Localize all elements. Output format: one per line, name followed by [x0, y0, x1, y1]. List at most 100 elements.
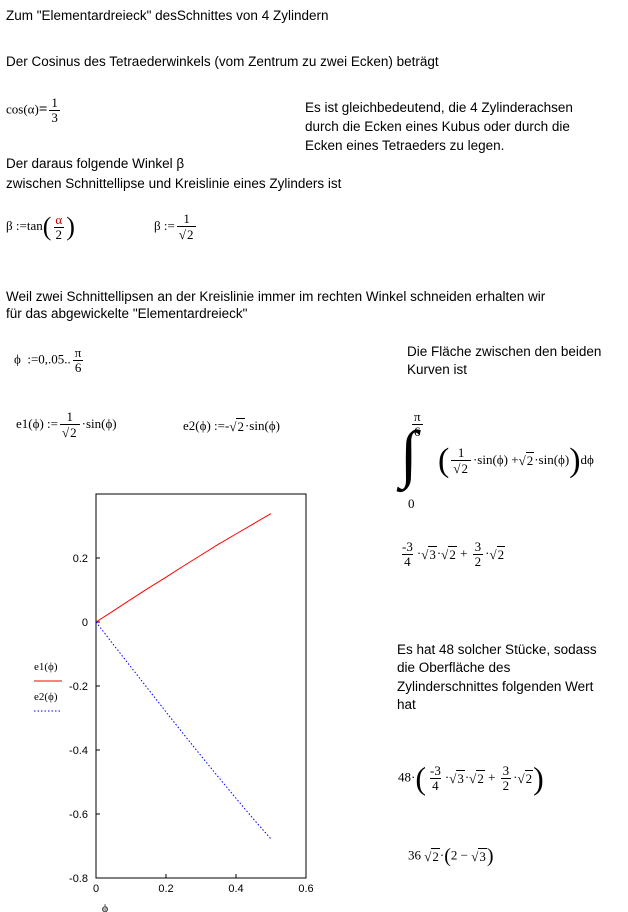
r2-num2: 3: [502, 763, 510, 778]
r2-factor: 48·: [398, 769, 416, 785]
cos-equation[interactable]: cos(α)= 1 3: [6, 96, 62, 125]
x-tick-label: 0.6: [298, 883, 313, 895]
r3-rad1: 2: [431, 847, 440, 864]
assign-op-2: :=: [163, 217, 175, 233]
area-text-line-2: Kurven ist: [407, 362, 468, 377]
beta-definition-tan[interactable]: β :=tan(α 2): [6, 211, 75, 242]
x-tick-label: 0.4: [228, 883, 243, 895]
ellipse-text-line-2: für das abgewickelte "Elementardreieck": [6, 306, 248, 321]
r1-rad3: 2: [496, 545, 506, 562]
e2-definition[interactable]: e2(ϕ) :=-√2·sin(ϕ): [183, 418, 280, 435]
integral-lower: 0: [408, 496, 415, 511]
series-line-1: [95, 513, 272, 623]
phi-upper-den: 6: [72, 360, 84, 375]
r1-neg-num: -3: [402, 539, 413, 554]
r1-plus: +: [460, 545, 468, 561]
pieces-text-line-1: Es hat 48 solcher Stücke, sodass: [397, 642, 597, 657]
r1-num2: 3: [474, 539, 482, 554]
r1-den1: 4: [402, 554, 413, 569]
r1-rad1: 3: [428, 545, 437, 562]
phi-lhs: ϕ: [14, 351, 21, 367]
page-title: Zum "Elementardreieck" desSchnittes von …: [6, 8, 329, 23]
series-line-2: [95, 621, 272, 840]
phi-range-definition[interactable]: ϕ :=0,.05.. π 6: [14, 346, 85, 375]
r3-minus: −: [460, 847, 468, 863]
phi-upper-num: π: [74, 345, 82, 360]
y-tick-label: 0: [82, 617, 88, 629]
cos-num: 1: [51, 95, 58, 110]
e1-lhs: e1(ϕ): [16, 415, 44, 431]
integral-den-rad: 2: [460, 460, 469, 477]
r3-rad2: 3: [478, 847, 487, 864]
side-note-line-3: Ecken eines Tetraeders zu legen.: [305, 138, 505, 153]
beta-den-rad: 2: [185, 226, 195, 243]
e2-neg: -: [224, 418, 230, 433]
surface-expression[interactable]: 48·(-3 4 ·√3·√2 + 3 2 ·√2): [398, 760, 544, 796]
beta-lhs-2: β: [154, 217, 161, 233]
r3-a: 36: [408, 847, 421, 863]
angle-intro-line-2: zwischen Schnittellipse und Kreislinie e…: [6, 176, 342, 191]
ellipse-text-line-1: Weil zwei Schnittellipsen an der Kreisli…: [6, 289, 546, 304]
integral-rad: 2: [525, 452, 535, 468]
r2-rad2: 2: [476, 769, 485, 786]
integral-num: 1: [457, 445, 465, 460]
tan-fn: tan: [26, 217, 43, 233]
legend-label-1: e1(ϕ): [34, 661, 58, 673]
y-tick-label: -0.8: [69, 873, 88, 885]
x-tick-label: 0.2: [158, 883, 173, 895]
cos-eq-sign: =: [38, 101, 48, 118]
r2-den2: 2: [500, 778, 512, 793]
pieces-text-line-2: die Oberfläche des: [397, 660, 511, 675]
cos-lhs: cos(α): [6, 101, 39, 117]
e1-definition[interactable]: e1(ϕ) := 1 √2 ·sin(ϕ): [16, 409, 117, 441]
angle-intro-line-1: Der daraus folgende Winkel β: [6, 156, 185, 171]
r1-rad2: 2: [448, 545, 457, 562]
e1-tail: ·sin(ϕ): [81, 415, 117, 431]
r2-rad1: 3: [456, 769, 465, 786]
x-axis-label: ϕ: [102, 901, 108, 912]
assign-op-3: :=: [27, 351, 39, 367]
y-tick-label: 0.2: [73, 553, 88, 565]
e1-den-rad: 2: [69, 424, 78, 441]
integral-upper-den: 6: [412, 424, 423, 439]
e2-tail: ·sin(ϕ): [244, 418, 280, 433]
e2-rad: 2: [236, 418, 245, 435]
alpha-den: 2: [53, 226, 65, 242]
legend-label-2: e2(ϕ): [34, 691, 58, 703]
side-note-line-1: Es ist gleichbedeutend, die 4 Zylinderac…: [305, 100, 573, 115]
r2-rad3: 2: [524, 769, 534, 786]
surface-value[interactable]: 36 √2·(2 − √3): [408, 845, 494, 867]
r2-plus: +: [488, 769, 496, 785]
pieces-text-line-3: Zylinderschnittes folgenden Wert: [397, 679, 594, 694]
e1-num: 1: [66, 409, 74, 424]
assign-op-4: :=: [47, 415, 58, 431]
y-tick-label: -0.4: [69, 745, 88, 757]
beta-num: 1: [183, 211, 190, 226]
r2-neg-num: -3: [430, 763, 441, 778]
area-result[interactable]: -3 4 ·√3·√2 + 3 2 ·√2: [402, 539, 506, 569]
area-text-line-1: Die Fläche zwischen den beiden: [407, 344, 602, 359]
beta-definition-value[interactable]: β := 1 √2: [154, 211, 198, 243]
x-tick-label: 0: [93, 883, 99, 895]
e1-e2-plot[interactable]: 0 0.2 0.4 0.6 0.2 0 -0.2 -0.4 -0.6 -0.8 ϕ e1(ϕ) e2(ϕ…: [0, 480, 330, 912]
integral-mid: ·sin(ϕ) +: [472, 451, 519, 467]
side-note-line-2: durch die Ecken eines Kubus oder durch d…: [305, 119, 570, 134]
cos-intro-text: Der Cosinus des Tetraederwinkels (vom Ze…: [6, 54, 439, 69]
r1-den2: 2: [472, 554, 484, 569]
plot-frame: [95, 493, 307, 879]
integral-tail: ·sin(ϕ): [534, 451, 570, 467]
assign-op-1: :=: [15, 217, 27, 233]
r3-b: 2: [450, 847, 458, 863]
integral-upper-num: π: [414, 409, 421, 424]
phi-range-text: 0,.05..: [38, 351, 71, 367]
y-tick-label: -0.2: [69, 681, 88, 693]
beta-lhs-1: β: [6, 217, 13, 233]
assign-op-5: :=: [214, 418, 225, 433]
integral-d: dϕ: [580, 451, 594, 467]
cos-den: 3: [49, 110, 60, 125]
alpha-num: α: [55, 211, 63, 227]
e2-lhs: e2(ϕ): [183, 418, 211, 433]
y-tick-label: -0.6: [69, 809, 88, 821]
r2-den1: 4: [430, 778, 441, 793]
